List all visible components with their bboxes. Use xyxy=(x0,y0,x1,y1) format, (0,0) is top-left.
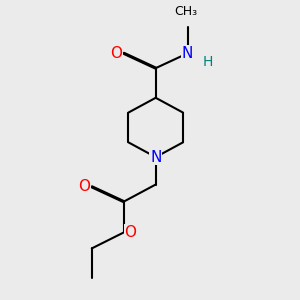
Text: H: H xyxy=(203,56,213,69)
Text: CH₃: CH₃ xyxy=(174,5,197,18)
Text: O: O xyxy=(78,179,90,194)
Text: N: N xyxy=(150,150,161,165)
Text: O: O xyxy=(110,46,122,61)
Text: O: O xyxy=(124,225,136,240)
Text: N: N xyxy=(182,46,193,61)
